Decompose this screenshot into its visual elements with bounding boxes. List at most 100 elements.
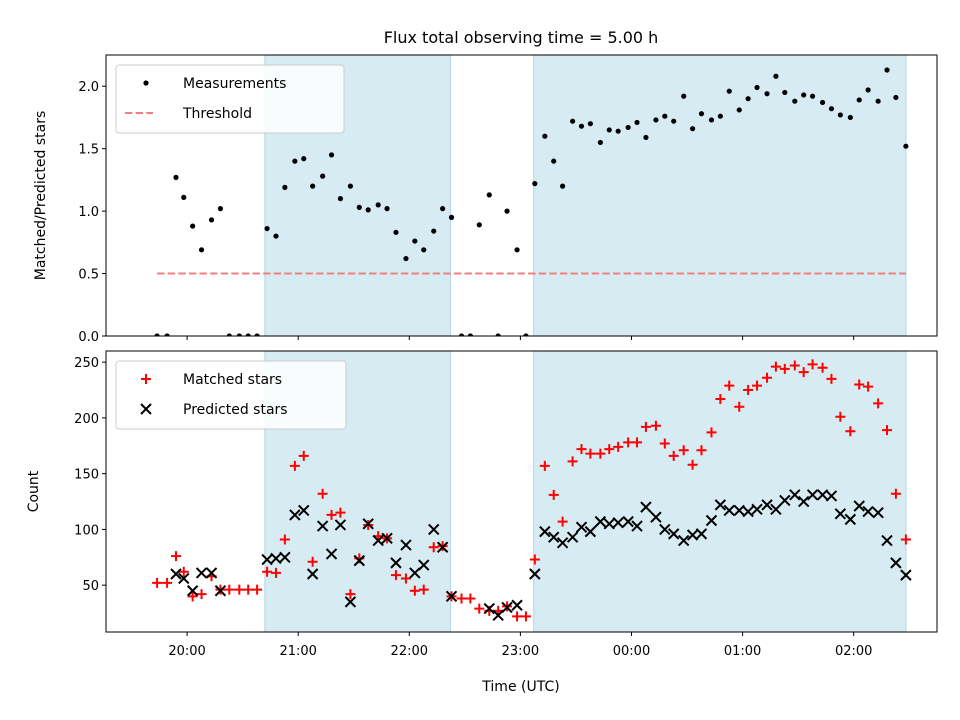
predicted-stars-point	[844, 513, 857, 526]
predicted-stars-point	[797, 495, 810, 508]
predicted-stars-point	[834, 508, 847, 520]
matched-stars-point	[890, 488, 901, 499]
predicted-stars-point	[445, 590, 458, 603]
measurements-point	[773, 73, 779, 79]
matched-stars-point	[779, 363, 790, 374]
predicted-stars-point	[409, 567, 421, 579]
matched-stars-point	[196, 589, 207, 600]
measurements-point	[337, 196, 344, 202]
matched-stars-point	[585, 448, 596, 459]
matched-stars-point	[835, 411, 846, 422]
predicted-stars-point	[511, 599, 523, 611]
x-tick-label: 23:00	[502, 644, 539, 659]
legend-box	[115, 64, 345, 134]
matched-stars-point	[243, 584, 254, 595]
predicted-stars-point	[344, 596, 357, 608]
matched-stars-point	[789, 360, 800, 371]
matched-stars-point	[854, 379, 865, 390]
x-tick-label: 02:00	[835, 644, 872, 659]
predicted-stars-point	[566, 531, 579, 543]
measurements-point	[384, 206, 390, 212]
matched-stars-point	[873, 398, 884, 409]
measurements-point	[903, 143, 909, 149]
matched-stars-point	[400, 573, 411, 584]
measurements-point	[476, 222, 482, 228]
measurements-point	[865, 87, 871, 93]
plot-frame	[105, 54, 938, 337]
predicted-stars-point	[816, 489, 829, 501]
measurements-point	[292, 158, 298, 164]
matched-stars-point	[529, 554, 540, 565]
matched-stars-point	[234, 584, 245, 595]
measurements-point	[745, 96, 751, 102]
measurements-point	[421, 247, 427, 253]
y-tick-label: 1.0	[78, 205, 99, 220]
matched-stars-point	[770, 361, 781, 372]
measurements-point	[671, 118, 677, 124]
matched-stars-point	[152, 577, 163, 588]
matched-stars-point	[696, 445, 707, 456]
predicted-stars-point	[205, 567, 218, 579]
predicted-stars-point	[761, 499, 773, 511]
predicted-stars-point	[622, 515, 634, 528]
predicted-stars-point	[195, 567, 208, 579]
predicted-stars-point	[186, 585, 199, 597]
matched-stars-point	[418, 584, 429, 595]
predicted-stars-point	[733, 504, 745, 517]
plot-data	[154, 67, 909, 336]
predicted-stars-point	[612, 517, 624, 529]
predicted-stars-point	[400, 539, 412, 551]
matched-stars-point	[650, 420, 661, 431]
measurements-point	[154, 333, 160, 336]
legend-box	[115, 360, 347, 430]
measurements-point	[310, 183, 316, 189]
measurements-point	[847, 114, 853, 121]
measurements-point	[606, 127, 612, 133]
matched-stars-point	[706, 427, 717, 438]
predicted-stars-point	[900, 569, 912, 581]
measurements-point	[523, 333, 529, 336]
predicted-stars-point	[789, 489, 801, 501]
predicted-stars-point	[556, 537, 569, 549]
measurements-point	[254, 333, 260, 336]
matched-stars-point	[659, 438, 670, 449]
legend-label: Predicted stars	[183, 402, 288, 418]
matched-stars-point	[289, 460, 300, 471]
y-tick-label: 2.0	[78, 80, 99, 95]
x-tick-label: 21:00	[279, 644, 316, 659]
predicted-stars-point	[584, 525, 597, 538]
matched-stars-point	[632, 437, 643, 448]
legend-x-marker	[140, 403, 152, 415]
measurements-point	[560, 183, 566, 189]
matched-stars-point	[604, 444, 615, 455]
measurements-point	[226, 333, 232, 336]
matched-stars-point	[724, 380, 735, 391]
matched-stars-point	[734, 401, 745, 412]
predicted-stars-point	[390, 557, 402, 569]
matched-stars-point	[678, 445, 689, 456]
predicted-stars-point	[436, 541, 449, 553]
matched-stars-point	[595, 448, 606, 459]
measurements-point	[198, 247, 205, 253]
predicted-stars-point	[261, 553, 273, 566]
predicted-stars-point	[548, 531, 560, 543]
measurements-point	[495, 333, 501, 336]
matched-stars-point	[428, 542, 439, 553]
measurements-point	[764, 91, 770, 97]
measurements-point	[698, 111, 705, 117]
predicted-stars-point	[742, 505, 754, 518]
y-tick-label: 250	[74, 356, 99, 371]
predicted-stars-point	[650, 511, 662, 523]
predicted-stars-point	[353, 554, 366, 567]
measurements-point	[551, 158, 557, 164]
measurements-point	[662, 113, 668, 119]
matched-stars-point	[576, 444, 587, 455]
predicted-stars-point	[723, 504, 735, 517]
measurements-point	[634, 119, 640, 126]
matched-stars-point	[762, 372, 773, 383]
predicted-stars-point	[372, 534, 384, 547]
matched-stars-point	[826, 373, 837, 384]
matched-stars-point	[882, 425, 893, 436]
predicted-stars-point	[492, 609, 504, 621]
matched-stars-point	[687, 459, 698, 470]
